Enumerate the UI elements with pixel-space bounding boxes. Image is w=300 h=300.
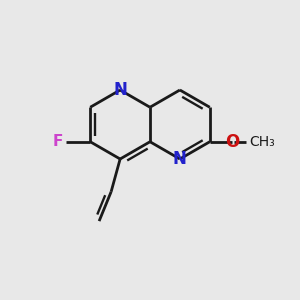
Text: N: N [113,81,127,99]
Text: CH₃: CH₃ [249,135,274,149]
Text: O: O [225,133,239,151]
Text: N: N [173,150,187,168]
Text: F: F [52,134,63,149]
